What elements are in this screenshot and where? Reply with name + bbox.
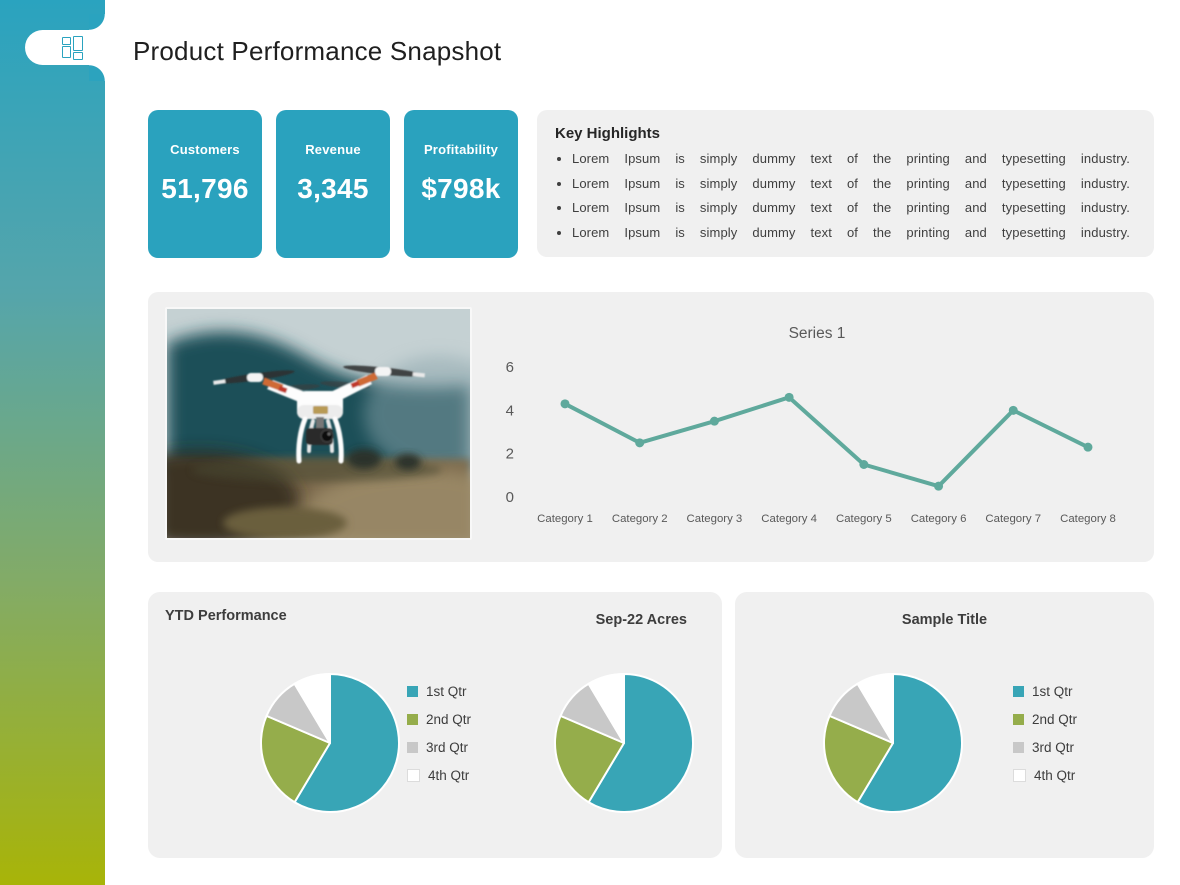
line-chart: Series 1 0 2 4 6 Category 1 Category 2 Category…	[490, 300, 1155, 550]
legend-item: 3rd Qtr	[407, 740, 471, 755]
pie-slice-2nd-qtr	[554, 714, 625, 804]
page-title: Product Performance Snapshot	[133, 36, 502, 66]
line-series	[563, 395, 1090, 489]
legend-label: 2nd Qtr	[1032, 712, 1078, 727]
legend-label: 4th Qtr	[1034, 768, 1076, 783]
sep22-title: Sep-22 Acres	[595, 612, 687, 628]
x-category-label: Category 4	[761, 513, 817, 525]
legend-ytd: 1st Qtr 2nd Qtr 3rd Qtr 4th Qtr	[407, 684, 471, 783]
dashboard-grid-icon	[62, 35, 86, 60]
line-marker	[1008, 405, 1018, 415]
pie-slice-1st-qtr	[293, 673, 400, 813]
line-marker	[1083, 442, 1093, 452]
legend-label: 1st Qtr	[1032, 684, 1073, 699]
legend-label: 3rd Qtr	[426, 740, 469, 755]
highlights-title: Key Highlights	[555, 125, 661, 142]
kpi-value: 3,345	[297, 173, 369, 204]
legend-label: 4th Qtr	[428, 768, 470, 783]
line-marker	[709, 416, 719, 426]
line-marker	[784, 392, 794, 402]
legend-swatch	[407, 742, 418, 753]
kpi-value: $798k	[421, 173, 501, 204]
drone-photo-graphic	[167, 309, 470, 538]
kpi-card-profitability: Profitability $798k	[404, 110, 518, 258]
y-tick-label: 0	[506, 489, 514, 506]
legend-item: 1st Qtr	[1013, 684, 1077, 699]
legend-item: 2nd Qtr	[1013, 712, 1077, 727]
legend-swatch	[1013, 714, 1024, 725]
sidebar	[0, 0, 117, 885]
notch-fillet-bottom	[89, 65, 105, 81]
kpi-card-customers: Customers 51,796	[148, 110, 262, 258]
pie-slice-2nd-qtr	[260, 714, 331, 804]
x-category-label: Category 8	[1060, 513, 1116, 525]
legend-label: 3rd Qtr	[1032, 740, 1075, 755]
legend-item: 4th Qtr	[407, 768, 471, 783]
legend-swatch	[407, 714, 418, 725]
legend-item: 1st Qtr	[407, 684, 471, 699]
ytd-title: YTD Performance	[165, 608, 287, 624]
notch-fillet-top	[89, 14, 105, 30]
legend-item: 3rd Qtr	[1013, 740, 1077, 755]
legend-swatch	[1013, 769, 1026, 782]
highlight-bullet: Lorem Ipsum is simply dummy text of the …	[572, 225, 1130, 240]
x-category-label: Category 6	[911, 513, 967, 525]
chart-panel: Series 1 0 2 4 6 Category 1 Category 2 Category…	[148, 292, 1154, 562]
pie-chart-sample	[823, 673, 963, 813]
y-tick-label: 4	[506, 402, 514, 419]
x-category-label: Category 7	[985, 513, 1041, 525]
x-category-label: Category 3	[687, 513, 743, 525]
line-chart-svg: Series 1 0 2 4 6 Category 1 Category 2 Category…	[506, 325, 1116, 525]
highlight-bullet: Lorem Ipsum is simply dummy text of the …	[572, 176, 1130, 191]
kpi-label: Revenue	[305, 142, 361, 157]
legend-label: 2nd Qtr	[426, 712, 472, 727]
pie-slice-4th-qtr	[293, 673, 331, 744]
highlight-bullet: Lorem Ipsum is simply dummy text of the …	[572, 200, 1130, 215]
kpi-label: Customers	[170, 142, 240, 157]
sample-panel: Sample Title 1st Qtr 2nd Qtr 3rd Qtr 4th Qt…	[735, 592, 1154, 858]
pie-chart-ytd	[260, 673, 400, 813]
kpi-value: 51,796	[161, 173, 249, 204]
x-category-label: Category 5	[836, 513, 892, 525]
pie-chart-sep22	[554, 673, 694, 813]
ytd-panel: YTD Performance Sep-22 Acres 1st Qtr 2nd …	[148, 592, 722, 858]
line-marker	[859, 460, 869, 469]
pie-slice-4th-qtr	[856, 673, 894, 744]
legend-swatch	[1013, 742, 1024, 753]
pie-slice-4th-qtr	[587, 673, 625, 744]
legend-label: 1st Qtr	[426, 684, 467, 699]
drone-photo	[165, 307, 472, 540]
y-tick-label: 2	[506, 446, 514, 463]
legend-item: 2nd Qtr	[407, 712, 471, 727]
sample-title: Sample Title	[901, 612, 988, 628]
line-chart-title: Series 1	[789, 325, 846, 342]
legend-swatch	[407, 686, 418, 697]
y-tick-label: 6	[506, 359, 514, 376]
line-marker	[934, 481, 944, 491]
x-category-label: Category 1	[537, 513, 593, 525]
line-marker	[560, 399, 570, 409]
legend-swatch	[1013, 686, 1024, 697]
sidebar-notch	[25, 30, 117, 65]
highlights-panel: Key Highlights Lorem Ipsum is simply dum…	[537, 110, 1154, 257]
kpi-card-revenue: Revenue 3,345	[276, 110, 390, 258]
highlights-list: Lorem Ipsum is simply dummy text of the …	[555, 151, 1130, 240]
kpi-row: Customers 51,796 Revenue 3,345 Profitabi…	[148, 110, 518, 258]
highlight-bullet: Lorem Ipsum is simply dummy text of the …	[572, 151, 1130, 166]
pie-slice-1st-qtr	[587, 673, 694, 813]
line-marker	[635, 438, 645, 448]
x-category-label: Category 2	[612, 513, 668, 525]
kpi-label: Profitability	[423, 142, 499, 157]
legend-item: 4th Qtr	[1013, 768, 1077, 783]
legend-swatch	[407, 769, 420, 782]
pie-slice-1st-qtr	[856, 673, 963, 813]
legend-sample: 1st Qtr 2nd Qtr 3rd Qtr 4th Qtr	[1013, 684, 1077, 783]
pie-slice-2nd-qtr	[823, 714, 894, 804]
